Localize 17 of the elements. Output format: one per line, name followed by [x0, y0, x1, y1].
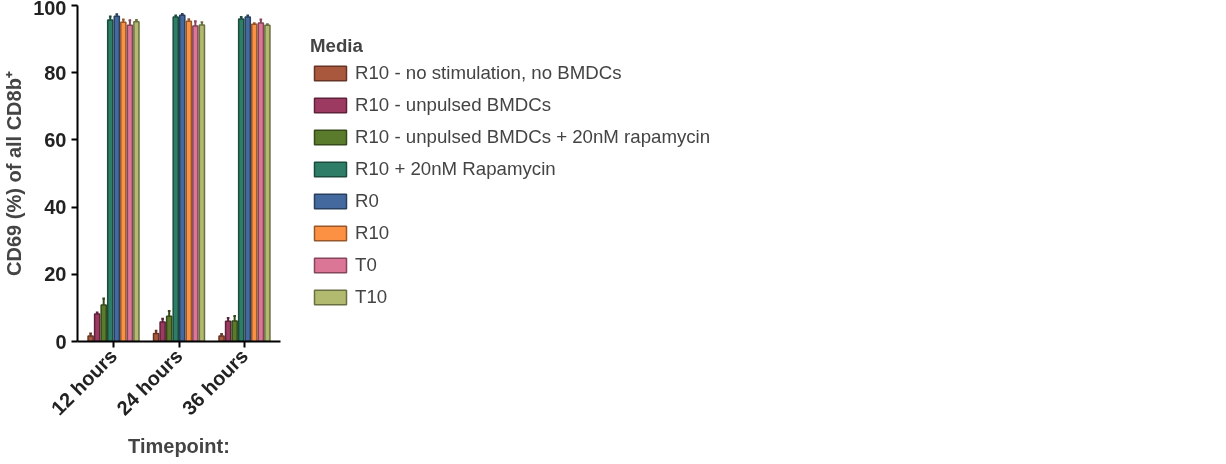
- legend-label: R0: [355, 190, 379, 212]
- legend-title: Media: [310, 35, 364, 57]
- x-axis-title: Timepoint:: [128, 435, 230, 457]
- y-tick-label: 80: [44, 61, 67, 84]
- y-tick-label: 100: [33, 0, 67, 19]
- y-tick-label: 60: [44, 128, 67, 151]
- legend-label: R10 - unpulsed BMDCs + 20nM rapamycin: [355, 126, 711, 148]
- legend-label: R10: [355, 222, 390, 244]
- legend-label: R10 + 20nM Rapamycin: [355, 158, 556, 180]
- legend-label: R10 - unpulsed BMDCs: [355, 94, 551, 116]
- legend-label: T10: [355, 286, 388, 308]
- y-axis-title: CD69 (%) of all CD8b⁺: [3, 71, 26, 276]
- legend-label: R10 - no stimulation, no BMDCs: [355, 62, 622, 84]
- legend-label: T0: [355, 254, 377, 276]
- y-tick-label: 40: [44, 196, 67, 219]
- y-tick-label: 20: [44, 263, 67, 286]
- y-tick-label: 0: [55, 330, 67, 353]
